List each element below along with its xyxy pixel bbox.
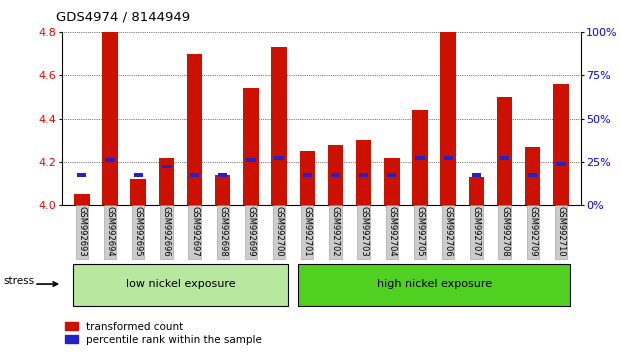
- Bar: [106, 158, 115, 162]
- Bar: [243, 88, 259, 205]
- Bar: [472, 173, 481, 177]
- Text: GSM992708: GSM992708: [500, 206, 509, 257]
- Text: GSM992700: GSM992700: [274, 206, 284, 257]
- Bar: [412, 110, 428, 205]
- Text: GSM992709: GSM992709: [528, 206, 537, 257]
- Bar: [74, 194, 89, 205]
- Bar: [553, 84, 569, 205]
- Bar: [556, 162, 566, 166]
- Bar: [302, 173, 312, 177]
- Bar: [331, 173, 340, 177]
- Bar: [218, 173, 227, 177]
- Text: GSM992701: GSM992701: [303, 206, 312, 257]
- Text: low nickel exposure: low nickel exposure: [125, 279, 235, 289]
- FancyBboxPatch shape: [298, 264, 570, 306]
- Bar: [190, 173, 199, 177]
- Text: GSM992696: GSM992696: [162, 206, 171, 257]
- Text: GSM992706: GSM992706: [443, 206, 453, 257]
- Bar: [528, 173, 537, 177]
- Bar: [387, 173, 396, 177]
- Bar: [299, 151, 315, 205]
- Bar: [102, 32, 118, 205]
- Bar: [384, 158, 399, 205]
- Bar: [469, 177, 484, 205]
- Text: GSM992695: GSM992695: [134, 206, 143, 257]
- Text: GSM992704: GSM992704: [388, 206, 396, 257]
- Bar: [187, 53, 202, 205]
- Text: GSM992698: GSM992698: [218, 206, 227, 257]
- Text: GSM992710: GSM992710: [556, 206, 565, 257]
- Bar: [215, 175, 230, 205]
- Bar: [356, 140, 371, 205]
- Bar: [274, 156, 284, 160]
- Bar: [134, 173, 143, 177]
- Bar: [161, 165, 171, 169]
- Bar: [359, 173, 368, 177]
- Text: GSM992699: GSM992699: [247, 206, 255, 257]
- Text: GSM992693: GSM992693: [78, 206, 86, 257]
- Bar: [443, 156, 453, 160]
- Bar: [415, 156, 425, 160]
- Bar: [130, 179, 146, 205]
- Bar: [158, 158, 174, 205]
- Text: GSM992707: GSM992707: [472, 206, 481, 257]
- Bar: [500, 156, 509, 160]
- Legend: transformed count, percentile rank within the sample: transformed count, percentile rank withi…: [61, 317, 266, 349]
- Bar: [328, 144, 343, 205]
- Text: GSM992703: GSM992703: [359, 206, 368, 257]
- Bar: [440, 32, 456, 205]
- Text: high nickel exposure: high nickel exposure: [376, 279, 492, 289]
- Bar: [497, 97, 512, 205]
- Text: stress: stress: [3, 276, 34, 286]
- Bar: [77, 173, 86, 177]
- Bar: [247, 158, 256, 162]
- FancyBboxPatch shape: [73, 264, 288, 306]
- Text: GDS4974 / 8144949: GDS4974 / 8144949: [56, 11, 190, 24]
- Text: GSM992702: GSM992702: [331, 206, 340, 257]
- Text: GSM992697: GSM992697: [190, 206, 199, 257]
- Text: GSM992694: GSM992694: [106, 206, 114, 257]
- Bar: [271, 47, 287, 205]
- Bar: [525, 147, 540, 205]
- Text: GSM992705: GSM992705: [415, 206, 425, 257]
